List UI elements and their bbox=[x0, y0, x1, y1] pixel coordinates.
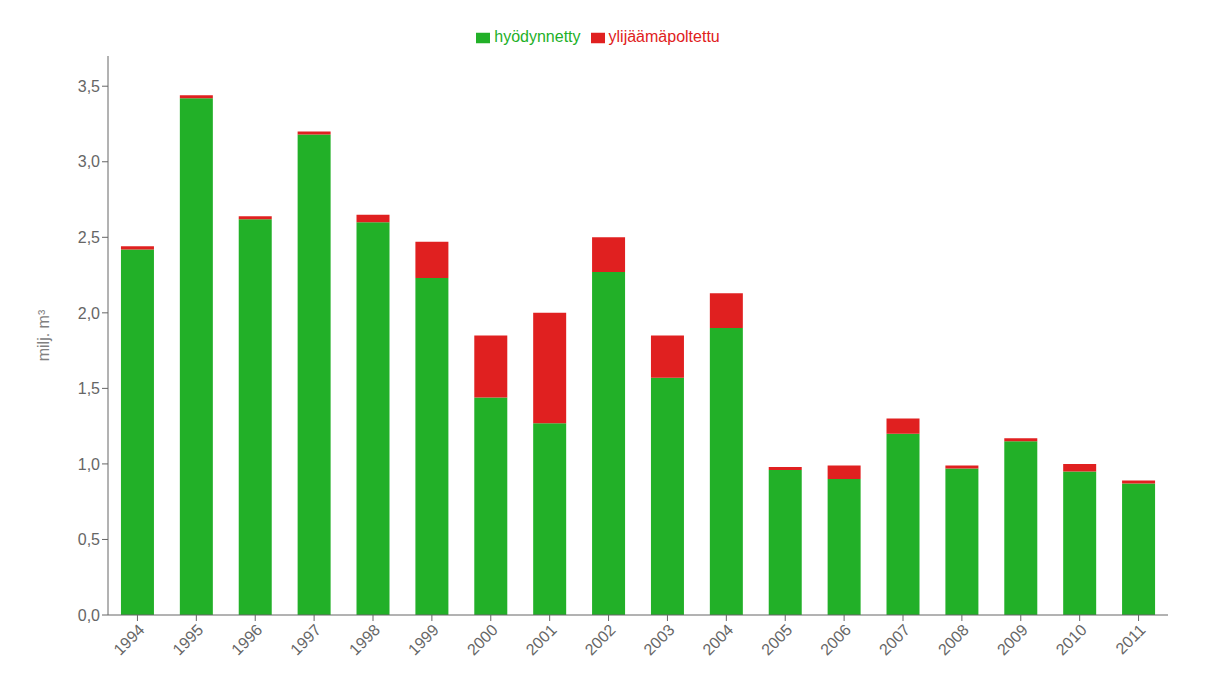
svg-text:2000: 2000 bbox=[464, 621, 501, 658]
svg-text:2008: 2008 bbox=[935, 621, 972, 658]
svg-text:2005: 2005 bbox=[758, 621, 795, 658]
svg-text:1,5: 1,5 bbox=[78, 380, 100, 397]
svg-text:2002: 2002 bbox=[582, 621, 619, 658]
svg-text:2006: 2006 bbox=[817, 621, 854, 658]
svg-text:2009: 2009 bbox=[994, 621, 1031, 658]
svg-text:0,5: 0,5 bbox=[78, 531, 100, 548]
svg-text:1996: 1996 bbox=[228, 621, 265, 658]
html-text:ylijäämäpoltettu: ylijäämäpoltettu bbox=[608, 28, 720, 45]
svg-text:2001: 2001 bbox=[523, 621, 560, 658]
svg-text:3,5: 3,5 bbox=[78, 78, 100, 95]
svg-text:2011: 2011 bbox=[1112, 621, 1148, 657]
svg-text:2,5: 2,5 bbox=[78, 229, 100, 246]
svg-text:2004: 2004 bbox=[699, 621, 736, 658]
svg-text:2007: 2007 bbox=[876, 621, 913, 658]
svg-text:3,0: 3,0 bbox=[78, 153, 100, 170]
svg-text:1997: 1997 bbox=[287, 621, 324, 658]
svg-text:1,0: 1,0 bbox=[78, 456, 100, 473]
svg-text:2010: 2010 bbox=[1053, 621, 1090, 658]
svg-text:2,0: 2,0 bbox=[78, 305, 100, 322]
svg-text:milj. m³: milj. m³ bbox=[35, 309, 52, 361]
svg-text:1999: 1999 bbox=[405, 621, 442, 658]
html-text:hyödynnetty: hyödynnetty bbox=[494, 28, 581, 45]
svg-text:0,0: 0,0 bbox=[78, 607, 100, 624]
svg-text:1995: 1995 bbox=[169, 621, 206, 658]
svg-text:2003: 2003 bbox=[640, 621, 677, 658]
svg-text:1994: 1994 bbox=[110, 621, 147, 658]
svg-text:1998: 1998 bbox=[346, 621, 383, 658]
